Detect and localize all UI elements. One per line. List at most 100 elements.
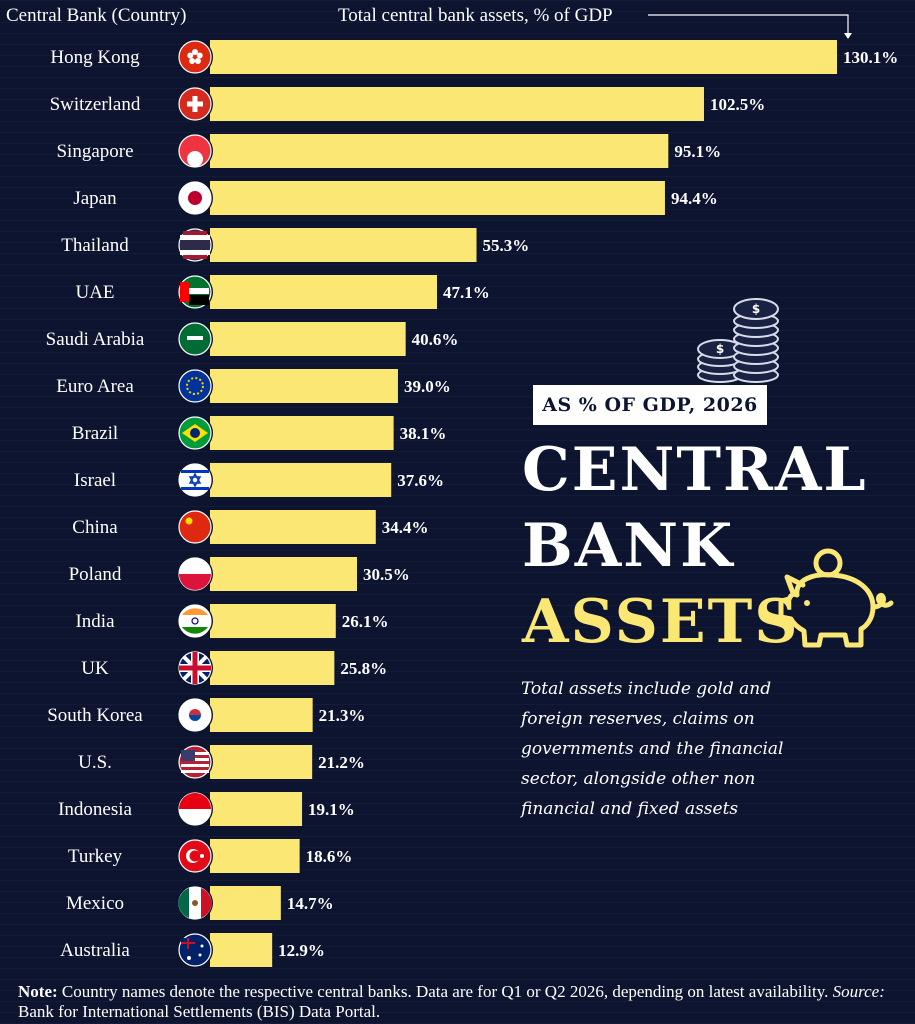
category-label: Mexico — [66, 893, 124, 914]
india-flag-icon — [177, 603, 213, 639]
category-label: UAE — [75, 282, 114, 303]
svg-text:$: $ — [752, 302, 760, 316]
bar — [210, 557, 357, 591]
category-label: Indonesia — [58, 799, 132, 820]
value-label: 25.8% — [340, 659, 387, 678]
category-label: Poland — [69, 564, 122, 585]
japan-flag-icon — [177, 180, 213, 216]
value-label: 18.6% — [306, 847, 353, 866]
source-text: Bank for International Settlements (BIS)… — [18, 1002, 381, 1021]
value-label: 21.2% — [318, 753, 365, 772]
bar — [210, 510, 376, 544]
poland-flag-icon — [177, 556, 213, 592]
coin-stack-icon: $ $ — [697, 298, 779, 383]
category-label: China — [72, 517, 118, 538]
uk-flag-icon — [177, 650, 213, 686]
source-label: Source: — [832, 982, 885, 1001]
category-label: UK — [81, 658, 109, 679]
us-flag-icon — [177, 744, 213, 780]
value-label: 14.7% — [287, 894, 334, 913]
title-line-bank: BANK — [522, 511, 735, 581]
category-label: Switzerland — [50, 94, 141, 115]
category-axis-heading: Central Bank (Country) — [6, 5, 186, 26]
piggy-bank-icon — [778, 548, 894, 648]
bar — [210, 933, 273, 967]
euro-area-flag-icon — [177, 368, 213, 404]
category-label: Singapore — [56, 141, 133, 162]
bar — [210, 322, 406, 356]
value-label: 21.3% — [319, 706, 366, 725]
category-label: Euro Area — [56, 376, 134, 397]
category-label: Israel — [74, 470, 116, 491]
category-label: Brazil — [72, 423, 118, 444]
south-korea-flag-icon — [177, 697, 213, 733]
mexico-flag-icon — [177, 885, 213, 921]
switzerland-flag-icon — [177, 86, 213, 122]
category-label: U.S. — [78, 752, 112, 773]
hong-kong-flag-icon — [177, 39, 213, 75]
bar — [210, 275, 437, 309]
category-label: Turkey — [68, 846, 123, 867]
description-text: Total assets include gold and foreign re… — [521, 679, 784, 819]
value-label: 38.1% — [400, 424, 447, 443]
value-label: 39.0% — [404, 377, 451, 396]
thailand-flag-icon — [177, 227, 213, 263]
year-badge: AS % OF GDP, 2026 — [533, 385, 767, 425]
bar — [210, 87, 704, 121]
category-label: Saudi Arabia — [46, 329, 145, 350]
brazil-flag-icon — [177, 415, 213, 451]
bar — [210, 745, 313, 779]
category-label: South Korea — [47, 705, 143, 726]
value-label: 30.5% — [363, 565, 410, 584]
value-label: 94.4% — [671, 189, 718, 208]
bars-group: Hong Kong 130.1% Switzerland 102.5% Singapor… — [46, 39, 898, 968]
indonesia-flag-icon — [177, 791, 213, 827]
title-line-assets: ASSETS — [522, 587, 800, 657]
australia-flag-icon — [177, 932, 213, 968]
bar — [210, 839, 300, 873]
value-label: 130.1% — [843, 48, 898, 67]
bar — [210, 792, 303, 826]
svg-text:$: $ — [716, 342, 724, 356]
bar — [210, 369, 398, 403]
bar — [210, 40, 837, 74]
bar — [210, 181, 665, 215]
bar — [210, 886, 281, 920]
category-label: India — [75, 611, 115, 632]
bar — [210, 651, 335, 685]
value-label: 55.3% — [483, 236, 530, 255]
header-arrow-head — [844, 33, 852, 39]
value-label: 37.6% — [397, 471, 444, 490]
bar — [210, 463, 392, 497]
value-label: 47.1% — [443, 283, 490, 302]
value-label: 102.5% — [710, 95, 765, 114]
israel-flag-icon — [177, 462, 213, 498]
bar — [210, 698, 313, 732]
note-text: Country names denote the respective cent… — [57, 982, 833, 1001]
note-label: Note: — [18, 982, 58, 1001]
category-label: Thailand — [61, 235, 129, 256]
singapore-flag-icon — [177, 133, 213, 169]
saudi-arabia-flag-icon — [177, 321, 213, 357]
value-label: 26.1% — [342, 612, 389, 631]
category-label: Australia — [60, 940, 130, 961]
bar — [210, 604, 336, 638]
title-line-central: CENTRAL — [522, 435, 868, 505]
bar — [210, 228, 477, 262]
bar — [210, 134, 669, 168]
category-label: Hong Kong — [50, 47, 140, 68]
value-label: 95.1% — [674, 142, 721, 161]
value-label: 34.4% — [382, 518, 429, 537]
header-arrow-line — [648, 14, 849, 34]
uae-flag-icon — [177, 274, 213, 310]
bar — [210, 416, 394, 450]
value-label: 40.6% — [412, 330, 459, 349]
china-flag-icon — [177, 509, 213, 545]
footnote: Note: Country names denote the respectiv… — [18, 982, 903, 1022]
turkey-flag-icon — [177, 838, 213, 874]
value-axis-heading: Total central bank assets, % of GDP — [338, 5, 613, 26]
bar-chart: Central Bank (Country) Total central ban… — [6, 5, 898, 968]
value-label: 12.9% — [278, 941, 325, 960]
category-label: Japan — [73, 188, 117, 209]
value-label: 19.1% — [308, 800, 355, 819]
